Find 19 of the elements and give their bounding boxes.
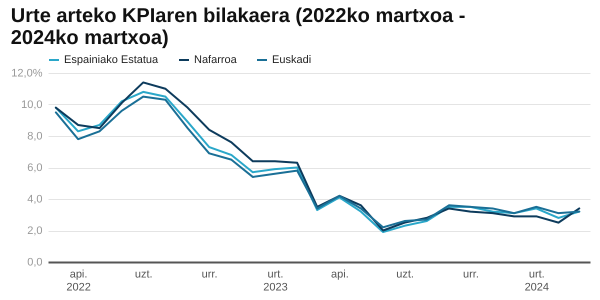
y-tick-label: 6,0 [27,162,42,174]
x-tick-label: api. [331,268,349,280]
x-tick-label: uzt. [396,268,414,280]
y-tick-label: 0,0 [27,256,42,268]
x-tick-label: urr. [202,268,218,280]
y-tick-label: 12,0% [11,68,43,80]
x-tick-label: uzt. [134,268,153,280]
x-tick-label: urt. 2023 [263,268,288,294]
y-tick-label: 4,0 [27,194,42,206]
legend-label: Nafarroa [194,54,238,66]
legend-label: Espainiako Estatua [64,54,160,66]
x-tick-label: api. 2022 [66,268,91,294]
chart-title: Urte arteko KPIaren bilakaera (2022ko martxoa - 2024ko martxoa) [10,5,466,49]
y-tick-label: 8,0 [27,130,42,142]
y-tick-label: 2,0 [27,225,42,237]
x-tick-label: urr. [462,268,479,280]
x-tick-label: urt. 2024 [524,268,550,294]
y-tick-label: 10,0 [21,99,42,111]
legend-label: Euskadi [272,54,312,66]
